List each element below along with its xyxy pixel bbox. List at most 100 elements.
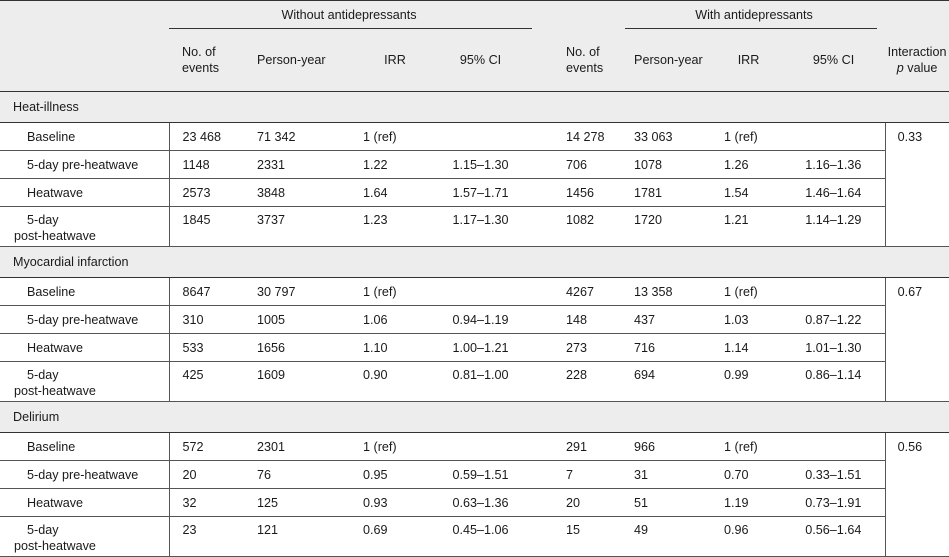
interaction-empty — [884, 488, 949, 517]
interaction-p-value: 0.56 — [884, 432, 949, 461]
cell-ci2 — [782, 277, 886, 306]
table-row: Heatwave 32 125 0.93 0.63–1.36 20 51 1.19 0.73–1… — [0, 488, 949, 517]
cell-irr2: 1.21 — [715, 206, 783, 247]
cell-py1: 125 — [254, 488, 361, 517]
cell-irr2: 1 (ref) — [715, 122, 783, 151]
cell-py2: 13 358 — [625, 277, 716, 306]
cell-e1: 8647 — [169, 277, 254, 306]
group-with-header: With antidepressants — [625, 0, 886, 29]
table-row: 5-day post-heatwave 1845 3737 1.23 1.17–1.30 1… — [0, 206, 949, 247]
cell-ci1: 1.17–1.30 — [429, 206, 533, 247]
cell-irr2: 1.19 — [715, 488, 783, 517]
cell-irr1: 1 (ref) — [361, 122, 429, 151]
cell-py1: 2301 — [254, 432, 361, 461]
cell-e2: 148 — [532, 305, 626, 334]
cell-e1: 572 — [169, 432, 254, 461]
cell-e2: 15 — [532, 516, 626, 557]
table-row: 5-day post-heatwave 425 1609 0.90 0.81–1.00 22… — [0, 361, 949, 402]
cell-ci2: 1.46–1.64 — [782, 178, 886, 207]
col-person-year-header-2: Person-year — [625, 29, 716, 92]
cell-py2: 966 — [625, 432, 716, 461]
row-label: Baseline — [0, 122, 170, 151]
header-row-columns: No. of events Person-year IRR 95% CI No. … — [0, 29, 949, 92]
interaction-empty — [884, 206, 949, 247]
table-row: 5-day post-heatwave 23 121 0.69 0.45–1.06 15 49… — [0, 516, 949, 557]
header-row-groups: Without antidepressants With antidepress… — [0, 0, 949, 29]
cell-ci1: 0.45–1.06 — [429, 516, 533, 557]
cell-py1: 71 342 — [254, 122, 361, 151]
cell-py2: 1720 — [625, 206, 716, 247]
cell-ci2: 0.33–1.51 — [782, 460, 886, 489]
row-label: Heatwave — [0, 333, 170, 362]
section-title: Heat-illness — [0, 91, 949, 123]
cell-py1: 1609 — [254, 361, 361, 402]
interaction-empty — [884, 178, 949, 207]
interaction-empty — [884, 150, 949, 179]
group-without-header: Without antidepressants — [169, 0, 533, 29]
cell-ci1 — [429, 432, 533, 461]
section-header-row: Heat-illness — [0, 91, 949, 123]
table-row: 5-day pre-heatwave 1148 2331 1.22 1.15–1.30 7… — [0, 150, 949, 179]
table-row: Heatwave 533 1656 1.10 1.00–1.21 273 716 1.14 1.… — [0, 333, 949, 362]
cell-e1: 1845 — [169, 206, 254, 247]
cell-ci2 — [782, 122, 886, 151]
cell-ci2 — [782, 432, 886, 461]
row-label: 5-day post-heatwave — [0, 206, 170, 247]
interaction-empty — [884, 361, 949, 402]
cell-py1: 2331 — [254, 150, 361, 179]
cell-irr2: 1 (ref) — [715, 432, 783, 461]
cell-py1: 1656 — [254, 333, 361, 362]
cell-py2: 1781 — [625, 178, 716, 207]
cell-ci2: 0.87–1.22 — [782, 305, 886, 334]
cell-irr1: 0.93 — [361, 488, 429, 517]
cell-irr2: 1.26 — [715, 150, 783, 179]
cell-py1: 3737 — [254, 206, 361, 247]
cell-ci2: 0.56–1.64 — [782, 516, 886, 557]
cell-irr2: 1.54 — [715, 178, 783, 207]
cell-e2: 291 — [532, 432, 626, 461]
cell-ci1 — [429, 277, 533, 306]
row-label: 5-day post-heatwave — [0, 516, 170, 557]
cell-py1: 30 797 — [254, 277, 361, 306]
table-row: 5-day pre-heatwave 310 1005 1.06 0.94–1.19 14… — [0, 305, 949, 334]
cell-e2: 7 — [532, 460, 626, 489]
table-row: Baseline 8647 30 797 1 (ref) 4267 13 358 1 (re… — [0, 277, 949, 306]
section-header-row: Delirium — [0, 401, 949, 433]
cell-e2: 706 — [532, 150, 626, 179]
cell-e1: 2573 — [169, 178, 254, 207]
cell-e2: 4267 — [532, 277, 626, 306]
row-label: Baseline — [0, 277, 170, 306]
cell-irr2: 0.70 — [715, 460, 783, 489]
row-label: 5-day pre-heatwave — [0, 150, 170, 179]
cell-irr1: 0.69 — [361, 516, 429, 557]
table-row: Baseline 23 468 71 342 1 (ref) 14 278 33 063 1… — [0, 122, 949, 151]
cell-py1: 76 — [254, 460, 361, 489]
cell-py2: 694 — [625, 361, 716, 402]
table-row: 5-day pre-heatwave 20 76 0.95 0.59–1.51 7 31 0.… — [0, 460, 949, 489]
cell-py1: 1005 — [254, 305, 361, 334]
section-header-row: Myocardial infarction — [0, 246, 949, 278]
cell-e2: 1456 — [532, 178, 626, 207]
cell-e1: 533 — [169, 333, 254, 362]
interaction-empty — [884, 333, 949, 362]
cell-ci1: 0.94–1.19 — [429, 305, 533, 334]
cell-py2: 31 — [625, 460, 716, 489]
col-events-header-2: No. of events — [532, 29, 626, 92]
cell-e1: 310 — [169, 305, 254, 334]
cell-e1: 1148 — [169, 150, 254, 179]
cell-py2: 716 — [625, 333, 716, 362]
cell-ci2: 0.73–1.91 — [782, 488, 886, 517]
interaction-empty — [884, 460, 949, 489]
cell-ci2: 1.14–1.29 — [782, 206, 886, 247]
row-label: Baseline — [0, 432, 170, 461]
section-title: Myocardial infarction — [0, 246, 949, 278]
cell-irr1: 1.64 — [361, 178, 429, 207]
cell-irr1: 0.90 — [361, 361, 429, 402]
cell-ci1: 0.81–1.00 — [429, 361, 533, 402]
cell-e1: 23 — [169, 516, 254, 557]
row-label: 5-day post-heatwave — [0, 361, 170, 402]
section-title: Delirium — [0, 401, 949, 433]
cell-irr2: 0.96 — [715, 516, 783, 557]
cell-irr2: 1 (ref) — [715, 277, 783, 306]
